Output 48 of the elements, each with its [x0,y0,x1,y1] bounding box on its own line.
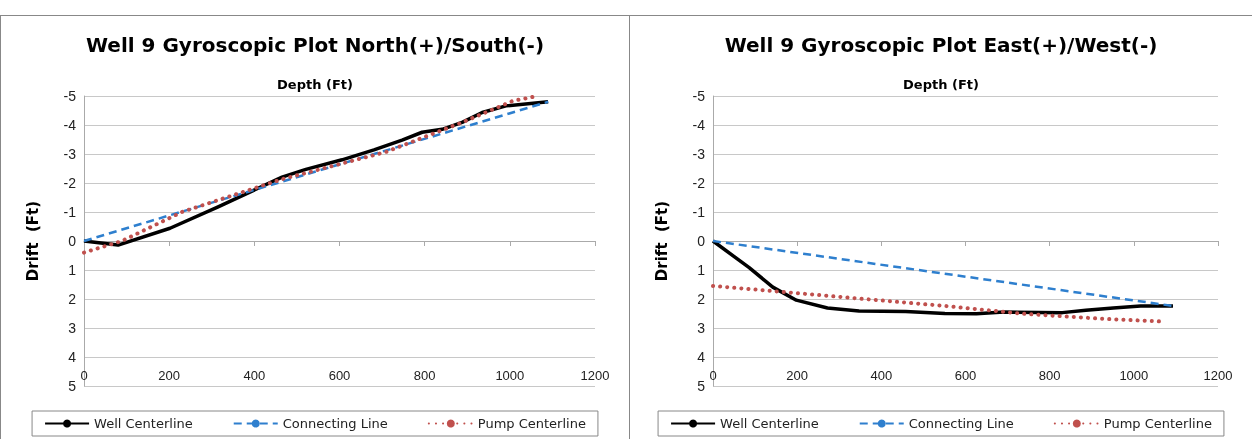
y-tick-label: 2 [68,291,77,307]
y-tick-label: 5 [68,378,77,394]
y-tick-label: -3 [692,146,706,162]
y-tick-label: 1 [68,262,77,278]
x-axis-title: Depth (Ft) [277,77,353,92]
y-tick-label: -1 [63,204,77,220]
legend-label: Pump Centerline [477,416,586,431]
x-tick-label: 600 [328,368,351,383]
y-tick-label: -4 [63,117,77,133]
chart-title: Well 9 Gyroscopic Plot East(+)/West(-) [724,33,1158,57]
y-tick-label: -2 [692,175,706,191]
x-tick-label: 800 [1038,368,1061,383]
x-tick-label: 1200 [580,368,610,383]
chart-title: Well 9 Gyroscopic Plot North(+)/South(-) [85,33,545,57]
x-tick-label: 0 [709,368,717,383]
y-tick-label: 3 [68,320,77,336]
y-tick-label: -2 [63,175,77,191]
x-tick-label: 600 [954,368,977,383]
y-tick-label: 5 [697,378,706,394]
y-tick-label: -4 [692,117,706,133]
legend-label: Well Centerline [94,416,193,431]
y-tick-label: -5 [692,88,706,104]
x-tick-label: 1200 [1203,368,1233,383]
x-tick-label: 400 [243,368,266,383]
x-tick-label: 200 [786,368,809,383]
y-tick-label: 3 [697,320,706,336]
x-axis-title: Depth (Ft) [903,77,979,92]
y-tick-label: 0 [697,233,706,249]
legend-label: Well Centerline [720,416,819,431]
y-tick-label: 4 [697,349,706,365]
y-tick-label: -3 [63,146,77,162]
y-tick-label: 0 [68,233,77,249]
y-tick-label: 1 [697,262,706,278]
x-tick-label: 200 [158,368,181,383]
x-tick-label: 800 [413,368,436,383]
y-axis-title: Drift (Ft) [23,200,42,282]
y-tick-label: -5 [63,88,77,104]
legend-label: Connecting Line [908,416,1014,431]
x-tick-label: 1000 [495,368,525,383]
y-axis-title: Drift (Ft) [652,200,671,282]
y-tick-label: 4 [68,349,77,365]
x-tick-label: 1000 [1119,368,1149,383]
y-tick-label: -1 [692,204,706,220]
legend-label: Connecting Line [282,416,388,431]
x-tick-label: 400 [870,368,893,383]
y-tick-label: 2 [697,291,706,307]
legend-label: Pump Centerline [1103,416,1212,431]
x-tick-label: 0 [80,368,88,383]
